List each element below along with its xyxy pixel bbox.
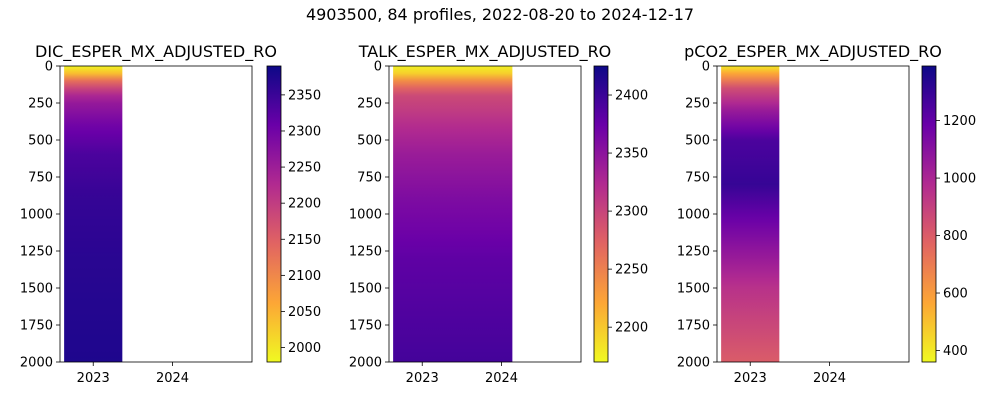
y-tick-label-dic: 1750 xyxy=(20,319,53,334)
y-tick-label-dic: 0 xyxy=(45,60,53,75)
colorbar-tick-label-dic: 2050 xyxy=(288,305,321,320)
heatmap-dic xyxy=(64,66,123,362)
colorbar-tick-label-talk: 2350 xyxy=(615,147,648,162)
colorbar-tick-label-talk: 2200 xyxy=(615,321,648,336)
x-tick-label-dic: 2023 xyxy=(77,371,110,386)
x-tick-label-talk: 2023 xyxy=(406,371,439,386)
colorbar-tick-label-dic: 2250 xyxy=(288,161,321,176)
panel-pco2-title: pCO2_ESPER_MX_ADJUSTED_RO xyxy=(684,42,942,62)
colorbar-tick-label-dic: 2100 xyxy=(288,269,321,284)
x-tick-label-talk: 2024 xyxy=(485,371,518,386)
y-tick-label-talk: 250 xyxy=(357,97,382,112)
colorbar-tick-label-talk: 2300 xyxy=(615,205,648,220)
heatmap-talk xyxy=(393,66,513,362)
y-tick-label-dic: 250 xyxy=(28,97,53,112)
colorbar-tick-label-pco2: 1000 xyxy=(943,172,976,187)
x-tick-label-dic: 2024 xyxy=(156,371,189,386)
y-tick-label-pco2: 0 xyxy=(702,60,710,75)
y-tick-label-pco2: 500 xyxy=(685,134,710,149)
y-tick-label-pco2: 1000 xyxy=(677,208,710,223)
colorbar-dic xyxy=(266,65,282,363)
colorbar-tick-label-dic: 2350 xyxy=(288,88,321,103)
y-tick-label-talk: 0 xyxy=(374,60,382,75)
x-tick-label-pco2: 2024 xyxy=(813,371,846,386)
colorbar-tick-label-pco2: 600 xyxy=(943,287,968,302)
y-tick-label-dic: 500 xyxy=(28,134,53,149)
panel-dic: DIC_ESPER_MX_ADJUSTED_RO 0 250 500 750 1000 1… xyxy=(20,42,321,386)
colorbar-talk xyxy=(593,65,609,363)
y-tick-label-talk: 750 xyxy=(357,171,382,186)
y-tick-label-dic: 1250 xyxy=(20,245,53,260)
colorbar-tick-label-pco2: 800 xyxy=(943,229,968,244)
colorbar-tick-label-dic: 2150 xyxy=(288,233,321,248)
colorbar-tick-label-dic: 2000 xyxy=(288,341,321,356)
y-tick-label-talk: 2000 xyxy=(349,356,382,371)
y-tick-label-talk: 1500 xyxy=(349,282,382,297)
panel-talk: TALK_ESPER_MX_ADJUSTED_RO 0 250 500 750 1000… xyxy=(349,42,648,386)
figure-suptitle: 4903500, 84 profiles, 2022-08-20 to 2024… xyxy=(306,5,694,24)
y-tick-label-pco2: 1500 xyxy=(677,282,710,297)
y-tick-label-talk: 500 xyxy=(357,134,382,149)
colorbar-tick-label-talk: 2400 xyxy=(615,89,648,104)
y-tick-label-talk: 1250 xyxy=(349,245,382,260)
y-tick-label-pco2: 1750 xyxy=(677,319,710,334)
panel-dic-title: DIC_ESPER_MX_ADJUSTED_RO xyxy=(35,42,277,62)
y-tick-label-talk: 1750 xyxy=(349,319,382,334)
y-tick-label-pco2: 2000 xyxy=(677,356,710,371)
y-tick-label-pco2: 1250 xyxy=(677,245,710,260)
y-tick-label-dic: 1000 xyxy=(20,208,53,223)
panel-talk-title: TALK_ESPER_MX_ADJUSTED_RO xyxy=(358,42,612,62)
panel-pco2: pCO2_ESPER_MX_ADJUSTED_RO 0 250 500 750 1000… xyxy=(677,42,976,386)
y-tick-label-dic: 2000 xyxy=(20,356,53,371)
y-tick-label-pco2: 250 xyxy=(685,97,710,112)
heatmap-pco2 xyxy=(721,66,780,362)
colorbar-tick-label-talk: 2250 xyxy=(615,263,648,278)
colorbar-tick-label-dic: 2300 xyxy=(288,124,321,139)
colorbar-tick-label-dic: 2200 xyxy=(288,197,321,212)
x-tick-label-pco2: 2023 xyxy=(734,371,767,386)
colorbar-tick-label-pco2: 1200 xyxy=(943,114,976,129)
colorbar-pco2 xyxy=(921,65,937,363)
y-tick-label-dic: 1500 xyxy=(20,282,53,297)
colorbar-tick-label-pco2: 400 xyxy=(943,344,968,359)
y-tick-label-pco2: 750 xyxy=(685,171,710,186)
y-tick-label-talk: 1000 xyxy=(349,208,382,223)
y-tick-label-dic: 750 xyxy=(28,171,53,186)
